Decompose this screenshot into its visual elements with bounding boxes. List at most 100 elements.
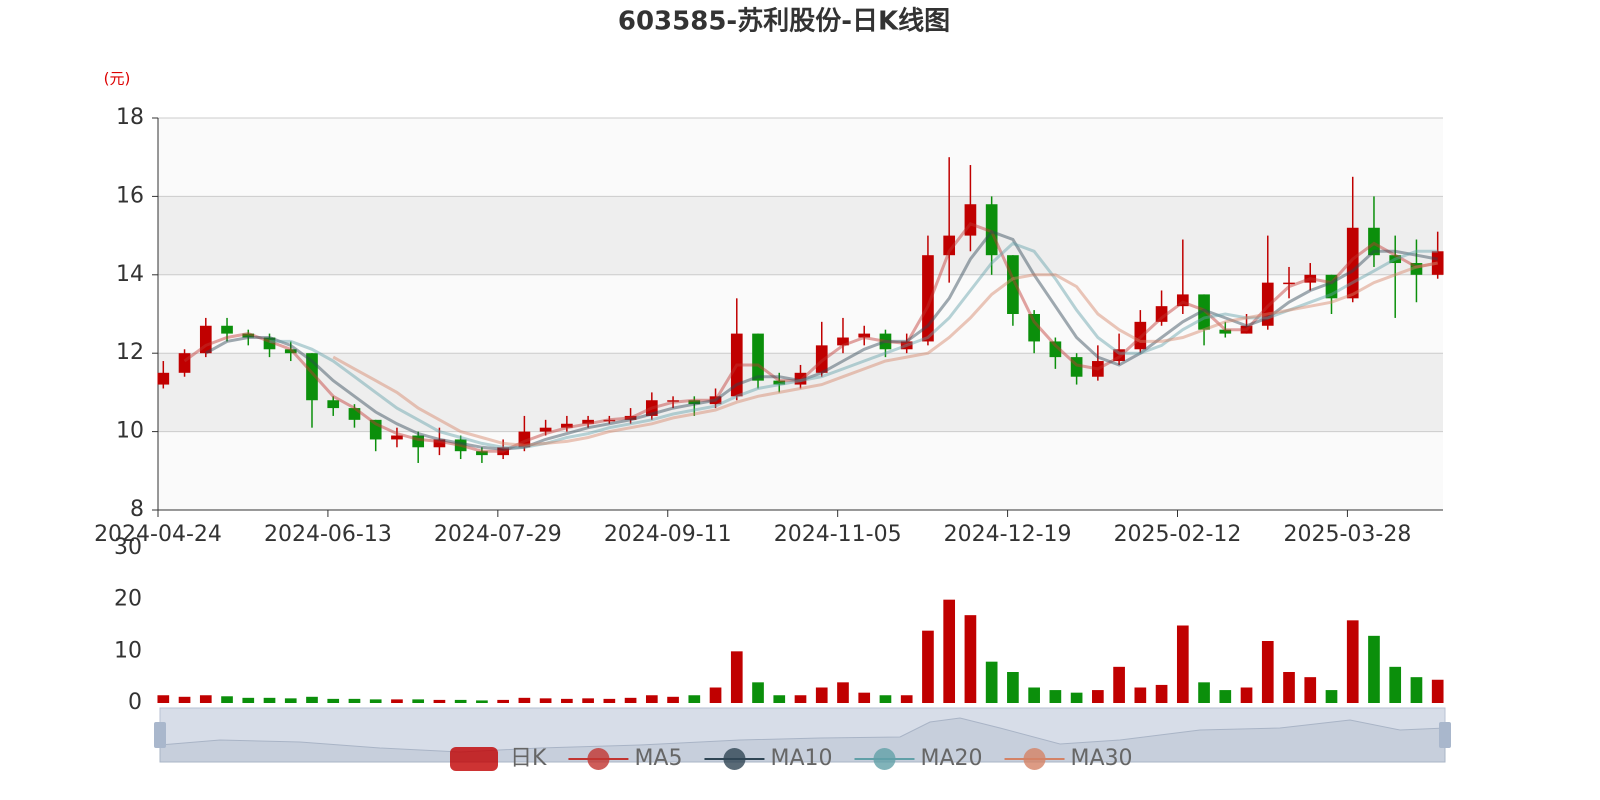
candle-body — [603, 419, 616, 422]
ma-line — [205, 229, 1438, 451]
volume-tick-label: 30 — [114, 535, 142, 560]
candle-body — [815, 345, 828, 373]
volume-bar — [412, 699, 425, 703]
candle-body — [1198, 294, 1210, 330]
candle-body — [879, 333, 892, 350]
volume-bar — [476, 700, 488, 703]
candle-body — [624, 415, 637, 420]
volume-bar — [263, 697, 276, 703]
chart-title: 603585-苏利股份-日K线图 — [618, 7, 950, 37]
candle-body — [454, 439, 467, 452]
volume-bar — [730, 651, 743, 703]
volume-tick-label: 20 — [114, 587, 142, 612]
volume-bar — [348, 698, 361, 703]
volume-bar — [773, 695, 786, 703]
legend-label: MA5 — [634, 746, 682, 771]
candle-body — [773, 380, 786, 385]
volume-bar — [1304, 677, 1317, 703]
volume-bar — [1049, 690, 1062, 703]
volume-bar — [199, 695, 212, 703]
candle-body — [1431, 251, 1444, 275]
candle-body — [900, 341, 913, 350]
x-tick-label: 2025-03-28 — [1283, 522, 1411, 547]
volume-bar — [369, 699, 382, 703]
ma-line — [269, 241, 1438, 449]
volume-bar — [242, 697, 255, 703]
legend-item[interactable]: MA30 — [1004, 746, 1133, 771]
x-tick-label: 2024-09-11 — [604, 522, 732, 547]
candle-body — [794, 372, 807, 385]
candle-body — [645, 400, 658, 416]
candle-body — [178, 353, 191, 373]
volume-bar — [964, 615, 977, 703]
volume-bar — [900, 695, 913, 703]
volume-bar — [391, 699, 403, 703]
volume-bar — [858, 692, 871, 703]
y-unit-label: (元) — [104, 70, 131, 88]
candle-body — [242, 333, 255, 338]
y-tick-label: 12 — [116, 340, 144, 365]
volume-bar — [645, 695, 658, 703]
volume-bar — [1092, 690, 1104, 703]
volume-bar — [922, 630, 934, 703]
candle-body — [858, 333, 871, 338]
legend-icon — [587, 748, 610, 770]
y-tick-label: 8 — [130, 497, 144, 522]
candle-body — [943, 235, 956, 256]
candle-body — [157, 372, 170, 385]
candle-body — [752, 333, 764, 381]
legend-icon — [1023, 748, 1046, 770]
volume-bar — [157, 695, 170, 703]
volume-bar — [1410, 677, 1423, 703]
volume-bar — [624, 697, 637, 703]
x-tick-label: 2025-02-12 — [1114, 522, 1242, 547]
ma-line — [332, 261, 1438, 447]
candle-body — [1092, 361, 1104, 377]
plot-band — [158, 431, 1443, 510]
x-tick-label: 2024-04-24 — [94, 522, 222, 547]
volume-bar — [688, 695, 701, 703]
volume-bar — [1261, 641, 1274, 703]
x-tick-label: 2024-07-29 — [434, 522, 562, 547]
volume-bar — [433, 699, 446, 703]
candle-body — [1389, 255, 1402, 264]
slider-handle[interactable] — [154, 722, 166, 748]
volume-bar — [1325, 690, 1338, 703]
candle-body — [709, 396, 722, 405]
volume-bar — [497, 699, 509, 703]
volume-bar — [667, 696, 679, 703]
candle-body — [1176, 294, 1189, 307]
candle-body — [837, 337, 849, 346]
volume-bar — [1113, 666, 1125, 703]
candle-body — [964, 204, 977, 236]
volume-bar — [1028, 687, 1040, 703]
candle-body — [497, 447, 509, 456]
legend-item[interactable]: MA5 — [568, 746, 682, 771]
volume-bar — [327, 698, 340, 703]
candle-body — [1240, 325, 1253, 334]
volume-bar — [1346, 620, 1359, 703]
candle-body — [284, 349, 297, 354]
candle-body — [369, 419, 382, 440]
volume-bar — [603, 698, 616, 703]
candle-body — [391, 435, 403, 440]
volume-bar — [561, 698, 573, 703]
volume-tick-label: 10 — [114, 638, 142, 663]
candle-body — [199, 325, 212, 354]
candle-body — [1113, 349, 1125, 362]
candle-body — [327, 400, 340, 409]
candle-body — [1134, 321, 1147, 350]
volume-bar — [752, 682, 764, 703]
candle-body — [1028, 314, 1040, 342]
slider-handle[interactable] — [1439, 722, 1451, 748]
candle-body — [922, 255, 934, 342]
y-tick-label: 18 — [116, 105, 144, 130]
candle-body — [1346, 227, 1359, 299]
legend-icon — [873, 748, 896, 770]
legend-item[interactable]: MA20 — [854, 746, 983, 771]
legend-item[interactable]: 日K — [450, 746, 547, 771]
volume-bar — [1134, 687, 1147, 703]
legend-item[interactable]: MA10 — [704, 746, 833, 771]
volume-bar — [1198, 682, 1210, 703]
